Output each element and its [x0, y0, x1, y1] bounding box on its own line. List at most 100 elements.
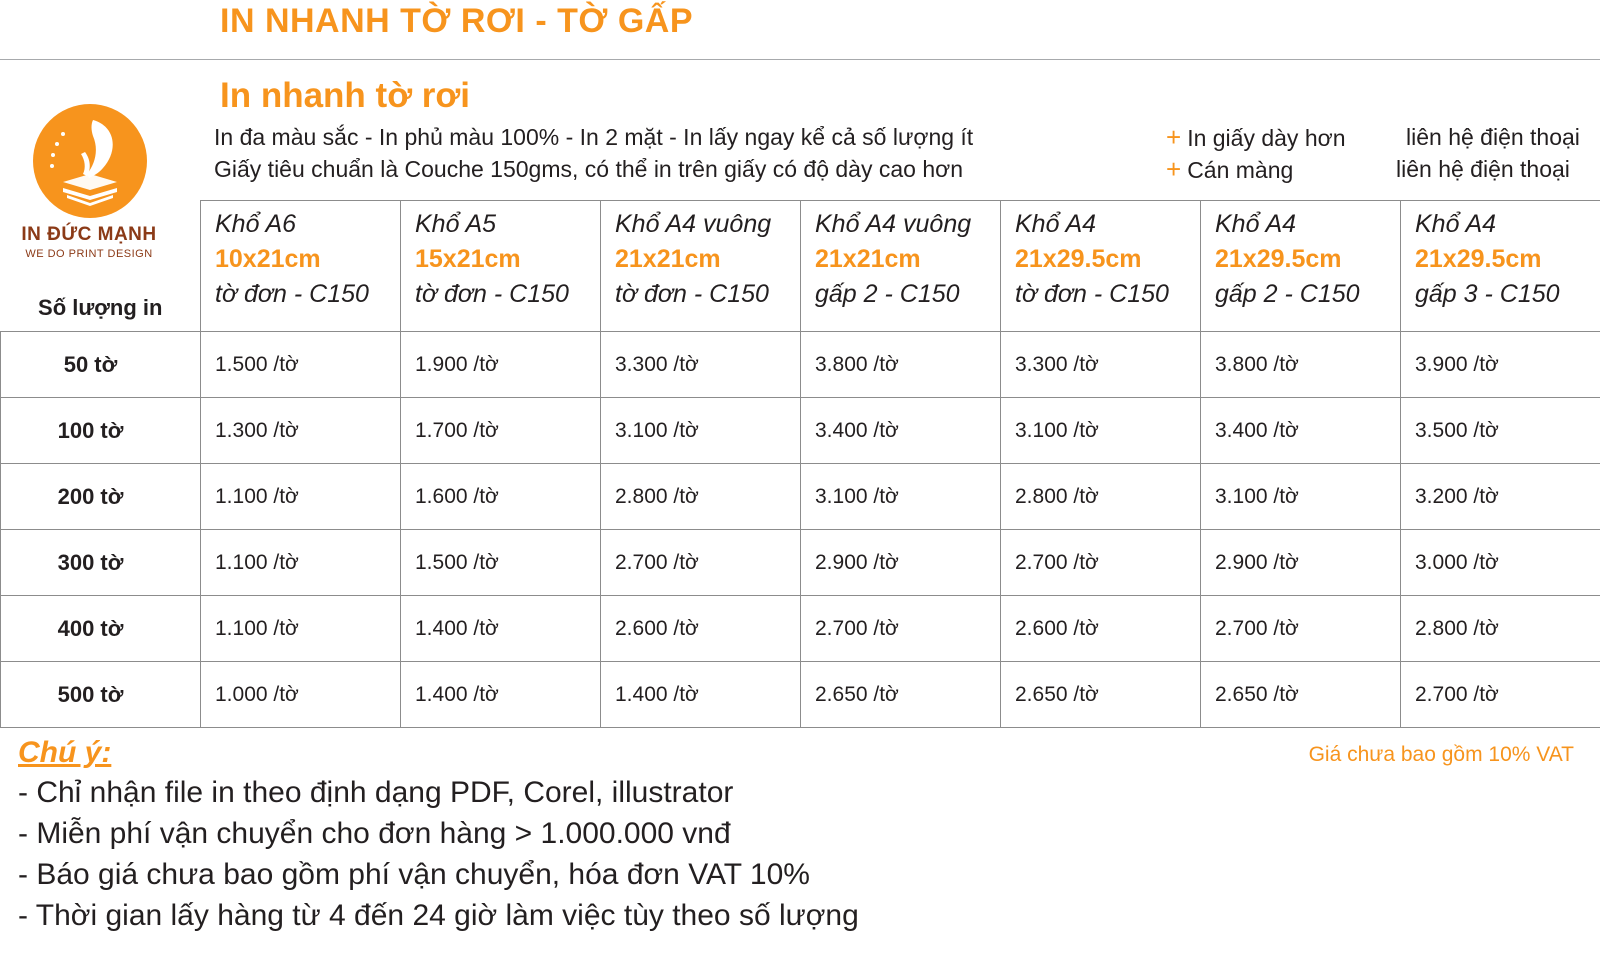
- description-line-1: In đa màu sắc - In phủ màu 100% - In 2 m…: [214, 124, 974, 150]
- price-cell: 3.200 /tờ: [1400, 463, 1600, 530]
- table-row: 500 tờ 1.000 /tờ 1.400 /tờ 1.400 /tờ 2.6…: [0, 661, 1600, 728]
- price-cell: 1.100 /tờ: [200, 463, 401, 530]
- column-size: 10x21cm: [215, 245, 321, 273]
- qty-cell: 200 tờ: [0, 463, 201, 530]
- column-header: Khổ A4 vuông 21x21cm tờ đơn - C150: [600, 200, 801, 332]
- table-row: 200 tờ 1.100 /tờ 1.600 /tờ 2.800 /tờ 3.1…: [0, 463, 1600, 530]
- price-cell: 2.650 /tờ: [1200, 661, 1401, 728]
- table-row: 400 tờ 1.100 /tờ 1.400 /tờ 2.600 /tờ 2.7…: [0, 595, 1600, 662]
- option-label: In giấy dày hơn: [1187, 125, 1346, 151]
- price-cell: 1.100 /tờ: [200, 595, 401, 662]
- price-cell: 3.000 /tờ: [1400, 529, 1600, 596]
- column-format: Khổ A4: [1415, 210, 1497, 238]
- logo-badge: [33, 104, 147, 218]
- table-header-row: Số lượng in Khổ A6 10x21cm tờ đơn - C150 K…: [0, 200, 1600, 332]
- price-cell: 3.400 /tờ: [800, 397, 1001, 464]
- page-title: IN NHANH TỜ RƠI - TỜ GẤP: [220, 2, 693, 40]
- description-line-2: Giấy tiêu chuẩn là Couche 150gms, có thể…: [214, 156, 963, 182]
- price-cell: 2.700 /tờ: [1400, 661, 1600, 728]
- note-item: - Chỉ nhận file in theo định dạng PDF, C…: [18, 776, 734, 809]
- price-cell: 3.800 /tờ: [800, 331, 1001, 398]
- column-type: tờ đơn - C150: [1015, 280, 1169, 308]
- price-cell: 3.400 /tờ: [1200, 397, 1401, 464]
- column-header: Khổ A4 21x29.5cm gấp 3 - C150: [1400, 200, 1600, 332]
- price-cell: 2.650 /tờ: [800, 661, 1001, 728]
- column-format: Khổ A4: [1215, 210, 1297, 238]
- qty-column-header: Số lượng in: [0, 200, 201, 332]
- column-type: tờ đơn - C150: [615, 280, 769, 308]
- price-table: Số lượng in Khổ A6 10x21cm tờ đơn - C150 K…: [0, 200, 1600, 728]
- price-cell: 3.900 /tờ: [1400, 331, 1600, 398]
- price-cell: 3.100 /tờ: [1200, 463, 1401, 530]
- price-cell: 1.700 /tờ: [400, 397, 601, 464]
- price-cell: 2.700 /tờ: [800, 595, 1001, 662]
- note-item: - Báo giá chưa bao gồm phí vận chuyển, h…: [18, 858, 810, 891]
- price-cell: 3.800 /tờ: [1200, 331, 1401, 398]
- column-type: tờ đơn - C150: [215, 280, 369, 308]
- column-size: 15x21cm: [415, 245, 521, 273]
- price-cell: 3.100 /tờ: [1000, 397, 1201, 464]
- price-cell: 2.800 /tờ: [1400, 595, 1600, 662]
- column-header: Khổ A6 10x21cm tờ đơn - C150: [200, 200, 401, 332]
- column-size: 21x29.5cm: [1015, 245, 1142, 273]
- price-cell: 1.100 /tờ: [200, 529, 401, 596]
- qty-cell: 50 tờ: [0, 331, 201, 398]
- vat-note: Giá chưa bao gồm 10% VAT: [1308, 743, 1574, 766]
- price-cell: 1.400 /tờ: [400, 595, 601, 662]
- column-format: Khổ A6: [215, 210, 297, 238]
- price-cell: 3.300 /tờ: [1000, 331, 1201, 398]
- price-cell: 2.600 /tờ: [600, 595, 801, 662]
- price-cell: 1.300 /tờ: [200, 397, 401, 464]
- option-contact-2: liên hệ điện thoại: [1396, 156, 1570, 182]
- plus-icon: +: [1166, 154, 1182, 184]
- column-format: Khổ A5: [415, 210, 497, 238]
- price-cell: 2.700 /tờ: [1000, 529, 1201, 596]
- price-cell: 1.000 /tờ: [200, 661, 401, 728]
- price-cell: 2.900 /tờ: [800, 529, 1001, 596]
- column-header: Khổ A5 15x21cm tờ đơn - C150: [400, 200, 601, 332]
- option-thicker-paper: + In giấy dày hơn: [1166, 122, 1345, 153]
- price-cell: 1.600 /tờ: [400, 463, 601, 530]
- quill-pen-book-stars-icon: [50, 120, 117, 206]
- note-item: - Miễn phí vận chuyển cho đơn hàng > 1.0…: [18, 817, 731, 850]
- qty-cell: 100 tờ: [0, 397, 201, 464]
- column-header: Khổ A4 21x29.5cm tờ đơn - C150: [1000, 200, 1201, 332]
- column-header: Khổ A4 21x29.5cm gấp 2 - C150: [1200, 200, 1401, 332]
- column-size: 21x29.5cm: [1415, 245, 1542, 273]
- price-cell: 3.100 /tờ: [800, 463, 1001, 530]
- column-size: 21x29.5cm: [1215, 245, 1342, 273]
- column-type: gấp 2 - C150: [815, 280, 960, 308]
- price-cell: 3.100 /tờ: [600, 397, 801, 464]
- price-cell: 3.500 /tờ: [1400, 397, 1600, 464]
- column-size: 21x21cm: [815, 245, 921, 273]
- column-type: tờ đơn - C150: [415, 280, 569, 308]
- price-cell: 2.900 /tờ: [1200, 529, 1401, 596]
- column-size: 21x21cm: [615, 245, 721, 273]
- option-label: Cán màng: [1187, 157, 1294, 183]
- table-row: 100 tờ 1.300 /tờ 1.700 /tờ 3.100 /tờ 3.4…: [0, 397, 1600, 464]
- note-item: - Thời gian lấy hàng từ 4 đến 24 giờ làm…: [18, 899, 859, 932]
- option-lamination: + Cán màng: [1166, 154, 1293, 185]
- title-divider: [0, 59, 1600, 60]
- plus-icon: +: [1166, 122, 1182, 152]
- price-cell: 2.700 /tờ: [600, 529, 801, 596]
- column-format: Khổ A4 vuông: [815, 210, 972, 238]
- column-format: Khổ A4: [1015, 210, 1097, 238]
- price-cell: 2.600 /tờ: [1000, 595, 1201, 662]
- price-cell: 2.800 /tờ: [600, 463, 801, 530]
- column-format: Khổ A4 vuông: [615, 210, 772, 238]
- column-type: gấp 3 - C150: [1415, 280, 1560, 308]
- qty-cell: 500 tờ: [0, 661, 201, 728]
- table-row: 300 tờ 1.100 /tờ 1.500 /tờ 2.700 /tờ 2.9…: [0, 529, 1600, 596]
- price-cell: 1.400 /tờ: [400, 661, 601, 728]
- price-cell: 1.500 /tờ: [200, 331, 401, 398]
- price-cell: 2.700 /tờ: [1200, 595, 1401, 662]
- price-cell: 3.300 /tờ: [600, 331, 801, 398]
- price-cell: 1.500 /tờ: [400, 529, 601, 596]
- price-cell: 1.900 /tờ: [400, 331, 601, 398]
- table-row: 50 tờ 1.500 /tờ 1.900 /tờ 3.300 /tờ 3.80…: [0, 331, 1600, 398]
- qty-cell: 300 tờ: [0, 529, 201, 596]
- option-contact-1: liên hệ điện thoại: [1406, 124, 1580, 150]
- notes-title: Chú ý:: [18, 736, 112, 769]
- qty-cell: 400 tờ: [0, 595, 201, 662]
